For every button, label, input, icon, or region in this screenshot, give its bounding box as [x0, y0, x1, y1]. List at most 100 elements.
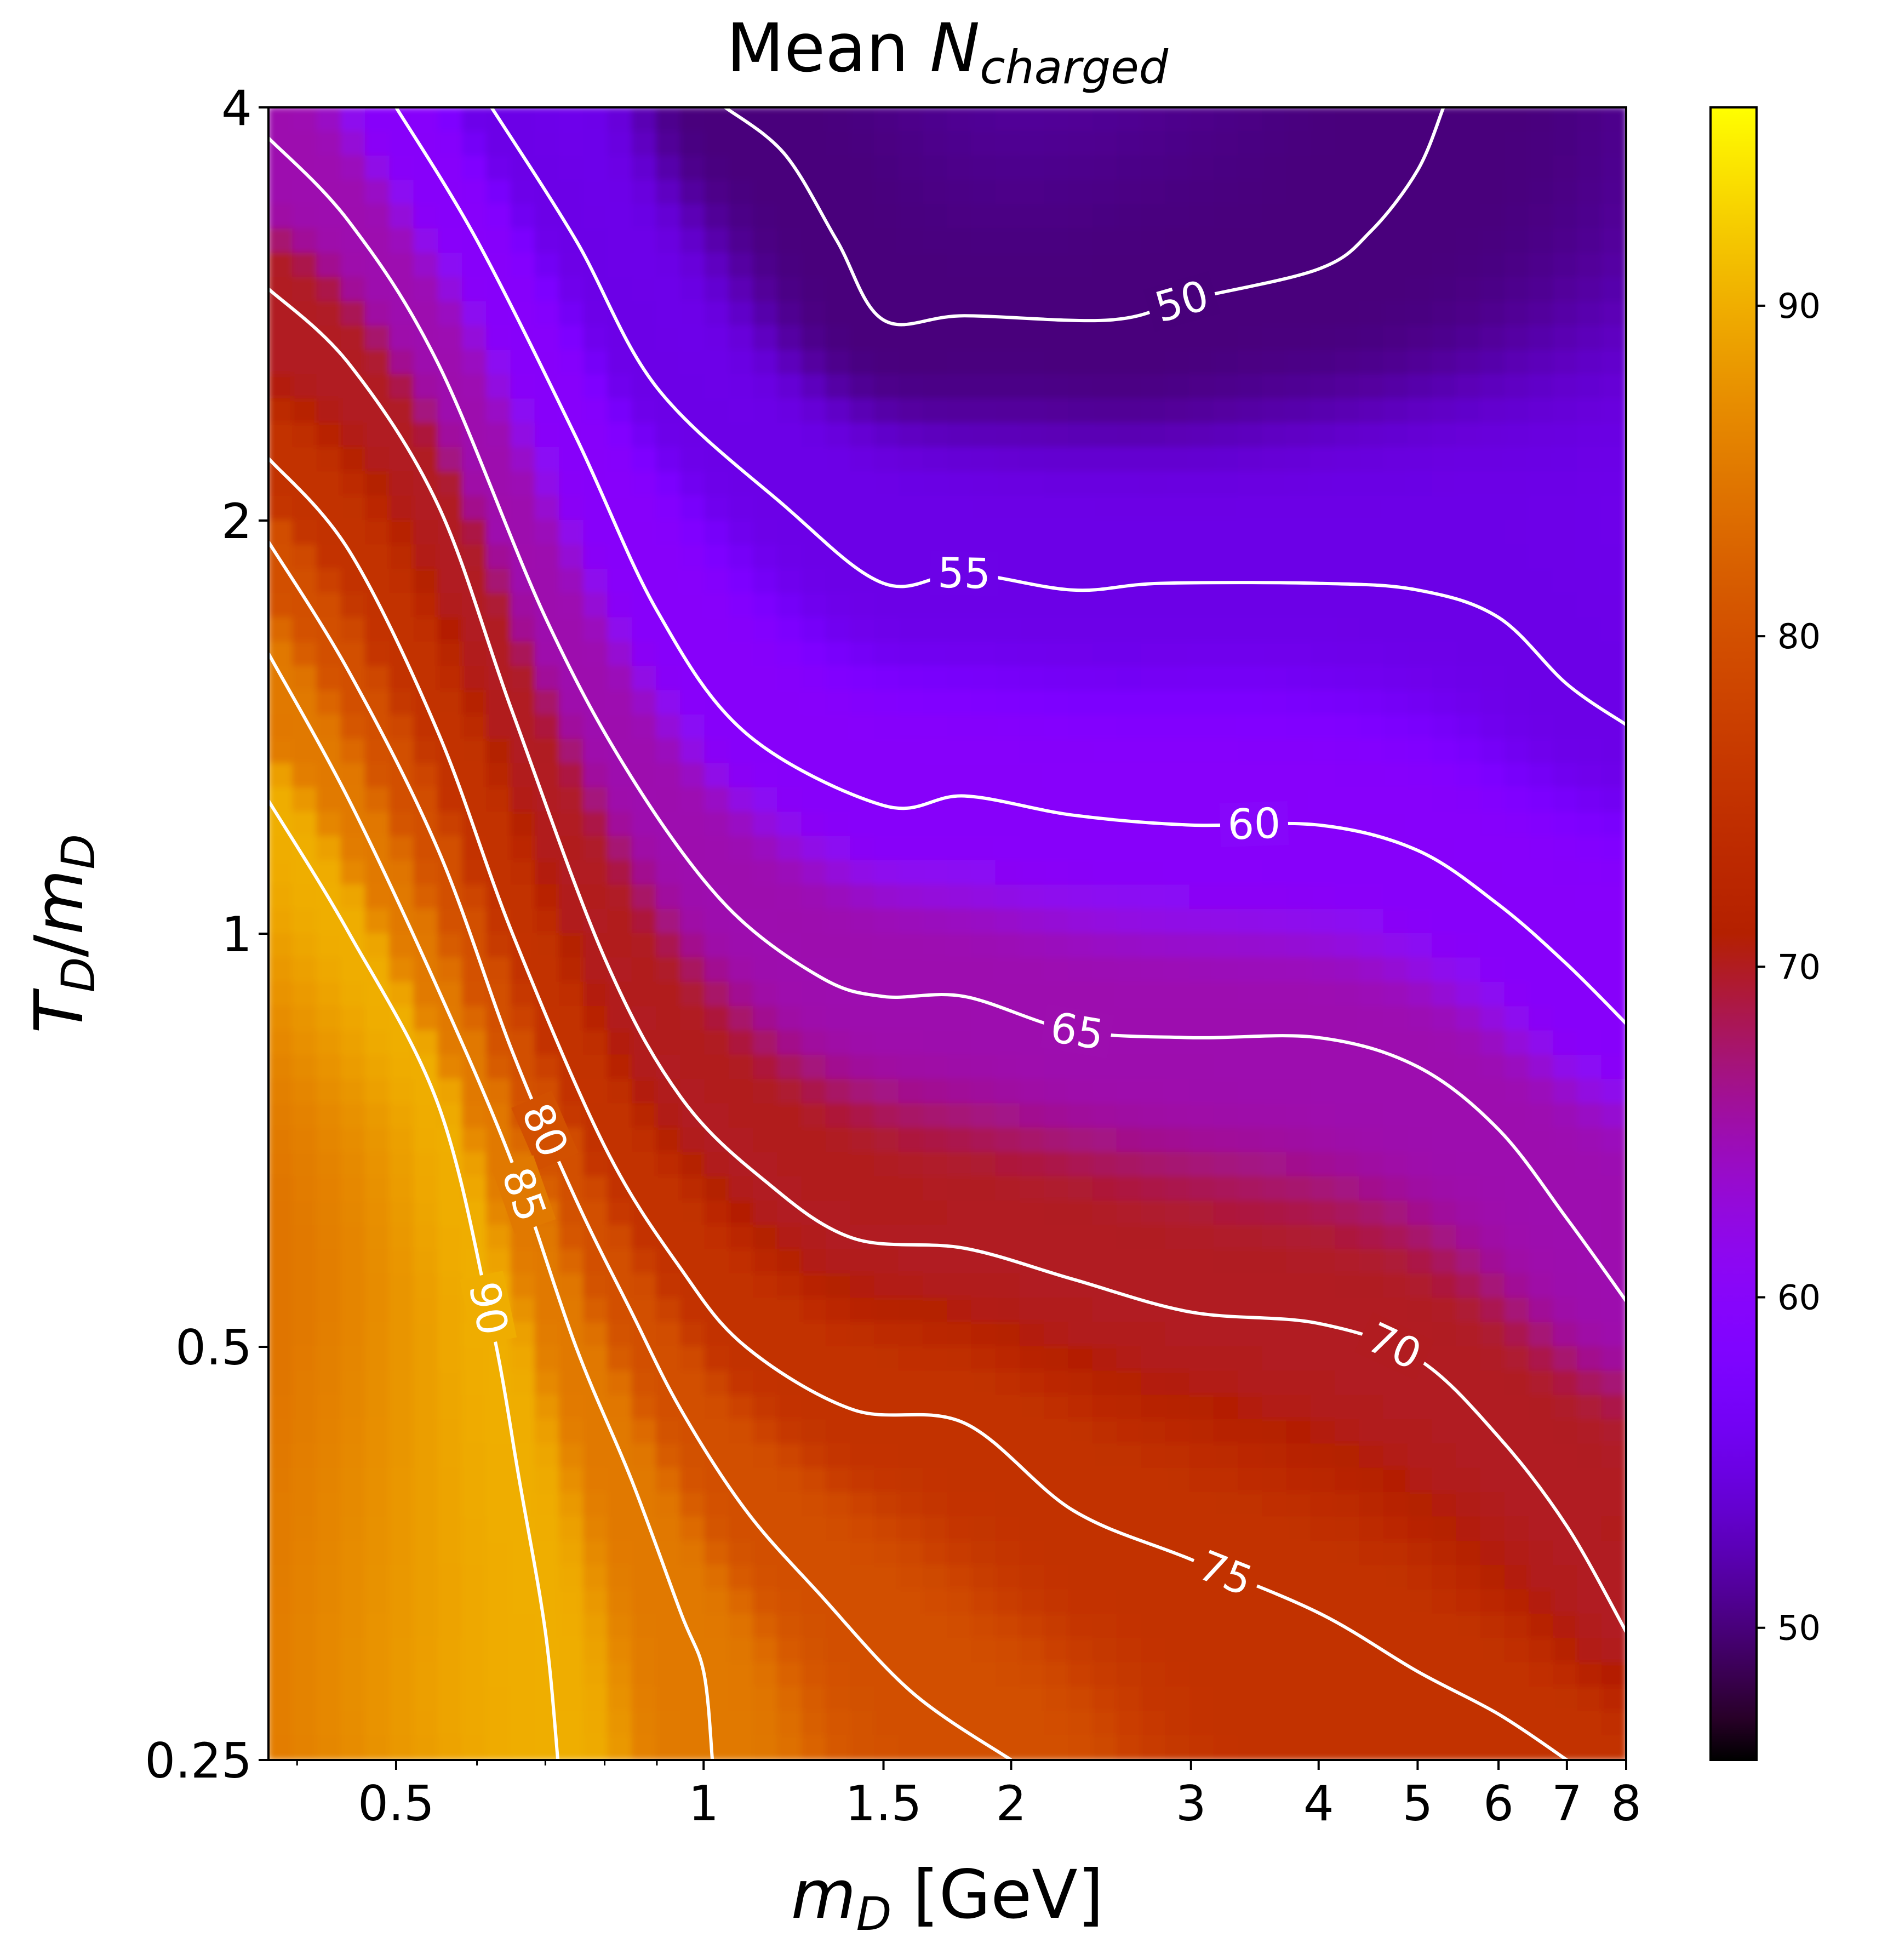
heatmap-cell	[825, 398, 851, 424]
heatmap-cell	[1504, 1079, 1530, 1105]
heatmap-cell	[1165, 1638, 1191, 1664]
heatmap-cell	[947, 1127, 973, 1153]
heatmap-cell	[1286, 617, 1312, 643]
heatmap-cell	[1480, 1540, 1506, 1567]
heatmap-cell	[1553, 1662, 1578, 1688]
heatmap-cell	[1238, 1176, 1263, 1202]
heatmap-cell	[947, 666, 973, 692]
heatmap-cell	[801, 787, 827, 813]
heatmap-cell	[1383, 1467, 1409, 1494]
heatmap-cell	[631, 544, 657, 570]
heatmap-cell	[583, 836, 609, 861]
heatmap-cell	[1019, 641, 1045, 667]
heatmap-cell	[1189, 1322, 1215, 1347]
heatmap-cell	[1504, 1054, 1530, 1081]
heatmap-cell	[1019, 1152, 1045, 1178]
heatmap-cell	[583, 957, 609, 983]
heatmap-cell	[947, 107, 973, 133]
heatmap-cell	[1141, 1419, 1166, 1445]
heatmap-cell	[437, 690, 463, 716]
heatmap-cell	[850, 1298, 876, 1323]
heatmap-cell	[1577, 374, 1603, 400]
heatmap-cell	[1553, 1711, 1578, 1736]
heatmap-cell	[1480, 422, 1506, 448]
heatmap-cell	[437, 1395, 463, 1421]
heatmap-cell	[1213, 180, 1239, 205]
heatmap-cell	[292, 1200, 318, 1226]
heatmap-cell	[1480, 1298, 1506, 1323]
heatmap-cell	[1407, 1711, 1433, 1736]
heatmap-cell	[680, 1516, 706, 1542]
heatmap-cell	[680, 884, 706, 910]
heatmap-cell	[971, 1225, 997, 1250]
heatmap-cell	[1504, 325, 1530, 351]
heatmap-cell	[874, 1322, 900, 1347]
heatmap-cell	[1019, 374, 1045, 400]
heatmap-cell	[1480, 1079, 1506, 1105]
heatmap-cell	[534, 1467, 560, 1494]
heatmap-cell	[1068, 520, 1094, 546]
heatmap-cell	[365, 1200, 391, 1226]
heatmap-cell	[1213, 1492, 1239, 1518]
heatmap-cell	[559, 763, 585, 788]
heatmap-cell	[995, 593, 1021, 619]
heatmap-cell	[1359, 155, 1385, 181]
chart-title-main: Mean	[727, 9, 930, 87]
heatmap-cell	[1238, 933, 1263, 959]
heatmap-cell	[704, 107, 730, 133]
heatmap-cell	[413, 981, 439, 1008]
heatmap-cell	[1529, 422, 1554, 448]
heatmap-cell	[656, 1419, 682, 1445]
heatmap-cell	[753, 1662, 779, 1688]
heatmap-cell	[753, 544, 779, 570]
heatmap-cell	[1068, 1322, 1094, 1347]
heatmap-cell	[1116, 471, 1142, 497]
heatmap-cell	[631, 981, 657, 1008]
heatmap-cell	[534, 1298, 560, 1323]
heatmap-cell	[365, 690, 391, 716]
heatmap-cell	[437, 1711, 463, 1736]
heatmap-cell	[898, 714, 924, 740]
heatmap-cell	[1044, 617, 1069, 643]
heatmap-cell	[1553, 374, 1578, 400]
heatmap-cell	[1141, 1127, 1166, 1153]
heatmap-cell	[728, 180, 754, 205]
heatmap-cell	[777, 1662, 803, 1688]
heatmap-cell	[947, 1613, 973, 1639]
heatmap-cell	[1068, 1370, 1094, 1396]
heatmap-cell	[1335, 180, 1360, 205]
heatmap-cell	[1286, 1006, 1312, 1032]
heatmap-cell	[1407, 1443, 1433, 1469]
heatmap-cell	[1189, 204, 1215, 230]
heatmap-cell	[1044, 1662, 1069, 1688]
heatmap-cell	[1529, 1565, 1554, 1591]
heatmap-cell	[268, 1370, 294, 1396]
heatmap-cell	[728, 1443, 754, 1469]
heatmap-cell	[1383, 1516, 1409, 1542]
heatmap-cell	[1189, 908, 1215, 934]
heatmap-cell	[922, 1079, 948, 1105]
heatmap-cell	[1335, 131, 1360, 157]
heatmap-cell	[268, 1273, 294, 1299]
heatmap-cell	[874, 739, 900, 764]
heatmap-cell	[1092, 422, 1118, 448]
heatmap-cell	[1044, 666, 1069, 692]
heatmap-cell	[777, 1613, 803, 1639]
heatmap-cell	[1213, 1079, 1239, 1105]
heatmap-cell	[437, 908, 463, 934]
heatmap-cell	[583, 1006, 609, 1032]
heatmap-cell	[510, 860, 536, 886]
heatmap-cell	[1335, 787, 1360, 813]
heatmap-cell	[1092, 1103, 1118, 1129]
heatmap-cell	[340, 398, 366, 424]
heatmap-cell	[1432, 1176, 1457, 1202]
heatmap-cell	[486, 787, 512, 813]
heatmap-cell	[753, 398, 779, 424]
heatmap-cell	[850, 1419, 876, 1445]
heatmap-cell	[1044, 1127, 1069, 1153]
heatmap-cell	[825, 1662, 851, 1688]
heatmap-cell	[680, 1443, 706, 1469]
heatmap-cell	[486, 1686, 512, 1712]
heatmap-cell	[607, 1443, 633, 1469]
heatmap-cell	[971, 860, 997, 886]
